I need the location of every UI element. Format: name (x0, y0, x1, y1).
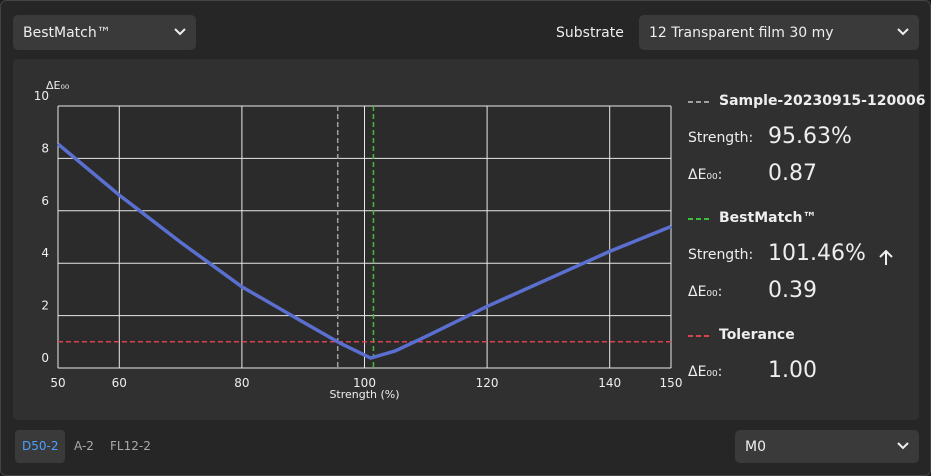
delta-e-label: ΔE₀₀: (688, 167, 723, 183)
legend-name: Tolerance (719, 327, 795, 343)
illuminant-tab[interactable]: FL12-2 (110, 439, 151, 453)
delta-e-label: ΔE₀₀: (688, 284, 723, 300)
substrate: 12 Transparent film 30 my (649, 24, 834, 41)
data-line (56, 142, 672, 360)
y-tick-label: 10 (34, 89, 49, 103)
x-tick-label: 80 (234, 376, 249, 390)
delta-e-label: ΔE₀₀: (688, 364, 723, 380)
y-tick-label: 4 (41, 246, 49, 260)
y-tick-label: 0 (41, 351, 49, 365)
delta-e-value: 0.39 (768, 278, 817, 303)
x-axis-label: Strength (%) (329, 388, 399, 401)
mode-dropdown[interactable]: BestMatch™ (13, 15, 196, 50)
x-tick-label: 50 (50, 376, 65, 390)
x-tick-label: 120 (476, 376, 499, 390)
strength-label: Strength: (688, 247, 754, 263)
y-axis-label: ΔE₀₀ (46, 79, 70, 92)
chevron (897, 27, 909, 35)
illuminant-tab[interactable]: D50-2 (15, 430, 66, 463)
x-tick-label: 60 (112, 376, 127, 390)
tolerance-value: 1.00 (768, 358, 817, 383)
x-tick-label: 100 (353, 376, 376, 390)
y-tick-label: 6 (41, 194, 49, 208)
legend-name: BestMatch™ (719, 210, 817, 226)
chevron (174, 27, 186, 35)
x-tick-label: 140 (598, 376, 621, 390)
strength-value: 101.46% (768, 241, 866, 266)
measurement: M0 (745, 438, 766, 455)
illuminant-tab[interactable]: A-2 (74, 439, 94, 453)
legend-name: Sample-20230915-120006 (719, 93, 926, 109)
substrate-label: Substrate (556, 25, 624, 41)
y-tick-label: 8 (41, 141, 49, 155)
measurement-dropdown[interactable]: M0 (735, 430, 919, 463)
x-tick-label: 150 (660, 376, 683, 390)
mode: BestMatch™ (23, 24, 111, 41)
y-tick-label: 2 (41, 299, 49, 313)
substrate-dropdown[interactable]: 12 Transparent film 30 my (639, 15, 919, 50)
strength-value: 95.63% (768, 124, 852, 149)
delta-e-value: 0.87 (768, 161, 817, 186)
chevron (897, 441, 909, 449)
strength-label: Strength: (688, 130, 754, 146)
up-arrow (879, 249, 893, 265)
